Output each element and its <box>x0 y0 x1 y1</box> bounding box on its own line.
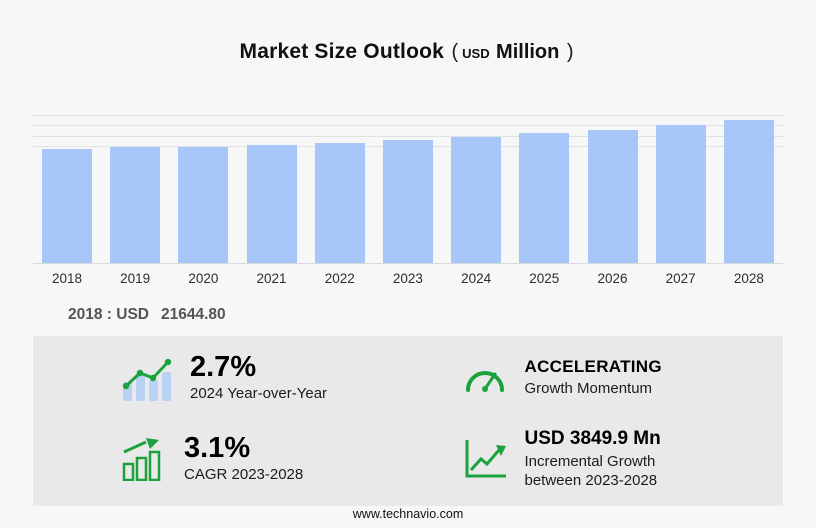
base-year-value: 21644.80 <box>160 306 226 323</box>
stat-incremental-growth: USD 3849.9 Mn Incremental Growth between… <box>446 428 784 491</box>
momentum-label: Growth Momentum <box>524 379 653 397</box>
x-axis-label-2026: 2026 <box>597 271 628 286</box>
yoy-label: 2024 Year-over-Year <box>190 385 328 403</box>
cagr-label: CAGR 2023-2028 <box>184 466 304 484</box>
x-axis-label-2024: 2024 <box>461 271 492 286</box>
base-year-note: 2018 : USD 21644.80 <box>68 306 816 324</box>
chart-bar-2027 <box>655 124 706 263</box>
x-axis-label-2028: 2028 <box>733 271 764 286</box>
chart-bar-2025 <box>519 133 570 263</box>
stat-growth-momentum: ACCELERATING Growth Momentum <box>446 352 784 404</box>
title-unit-currency: USD <box>462 46 490 61</box>
chart-bar-2018 <box>42 149 92 263</box>
chart-bar-2020 <box>178 146 229 263</box>
footer-url: www.technavio.com <box>352 507 464 521</box>
chart-gridline <box>33 125 783 127</box>
title-paren-open: ( <box>451 41 459 63</box>
stats-panel: 2.7% 2024 Year-over-Year ACCELERATING Gr… <box>33 336 783 506</box>
axis-growth-arrow-icon <box>462 437 508 481</box>
chart-bars <box>33 114 783 263</box>
x-axis-label-2018: 2018 <box>51 271 83 286</box>
chart-bar-2019 <box>110 147 161 263</box>
chart-plot-area <box>33 114 783 264</box>
chart-bar-2022 <box>314 142 365 263</box>
incremental-value: USD 3849.9 Mn <box>524 427 661 449</box>
chart-gridline <box>33 114 783 116</box>
bar-trend-icon <box>119 355 173 401</box>
base-year-label: 2018 : USD <box>68 306 149 323</box>
cagr-value: 3.1% <box>184 432 251 464</box>
chart-bar-2021 <box>246 144 297 263</box>
x-axis-label-2022: 2022 <box>324 271 355 286</box>
chart-bar-2028 <box>723 119 774 263</box>
x-axis-label-2019: 2019 <box>120 271 151 286</box>
x-axis-label-2021: 2021 <box>256 271 287 286</box>
x-axis-label-2020: 2020 <box>188 271 219 286</box>
chart-gridline <box>33 135 783 137</box>
title-unit: Million <box>496 41 560 63</box>
outlined-bars-arrow-icon <box>119 437 167 482</box>
incremental-label: Incremental Growth between 2023-2028 <box>524 452 658 489</box>
x-axis-label-2027: 2027 <box>665 271 696 286</box>
x-axis-labels: 2018 2019 2020 2021 2022 2023 2024 2025 2026 2027… <box>33 271 783 286</box>
page-title: Market Size Outlook (USD Million ) <box>0 0 816 64</box>
title-text: Market Size Outlook <box>239 40 445 63</box>
chart-bar-2026 <box>587 129 638 263</box>
title-paren-close: ) <box>566 41 574 63</box>
momentum-value: ACCELERATING <box>524 356 662 376</box>
market-size-chart: 2018 2019 2020 2021 2022 2023 2024 2025 2026 2027… <box>33 114 783 286</box>
speedometer-icon <box>462 359 508 397</box>
chart-bar-2023 <box>382 140 433 263</box>
yoy-value: 2.7% <box>190 350 257 383</box>
stat-cagr: 3.1% CAGR 2023-2028 <box>33 428 446 491</box>
stat-yoy-growth: 2.7% 2024 Year-over-Year <box>33 350 446 404</box>
x-axis-label-2023: 2023 <box>392 271 423 286</box>
x-axis-label-2025: 2025 <box>529 271 560 286</box>
chart-bar-2024 <box>451 136 502 263</box>
